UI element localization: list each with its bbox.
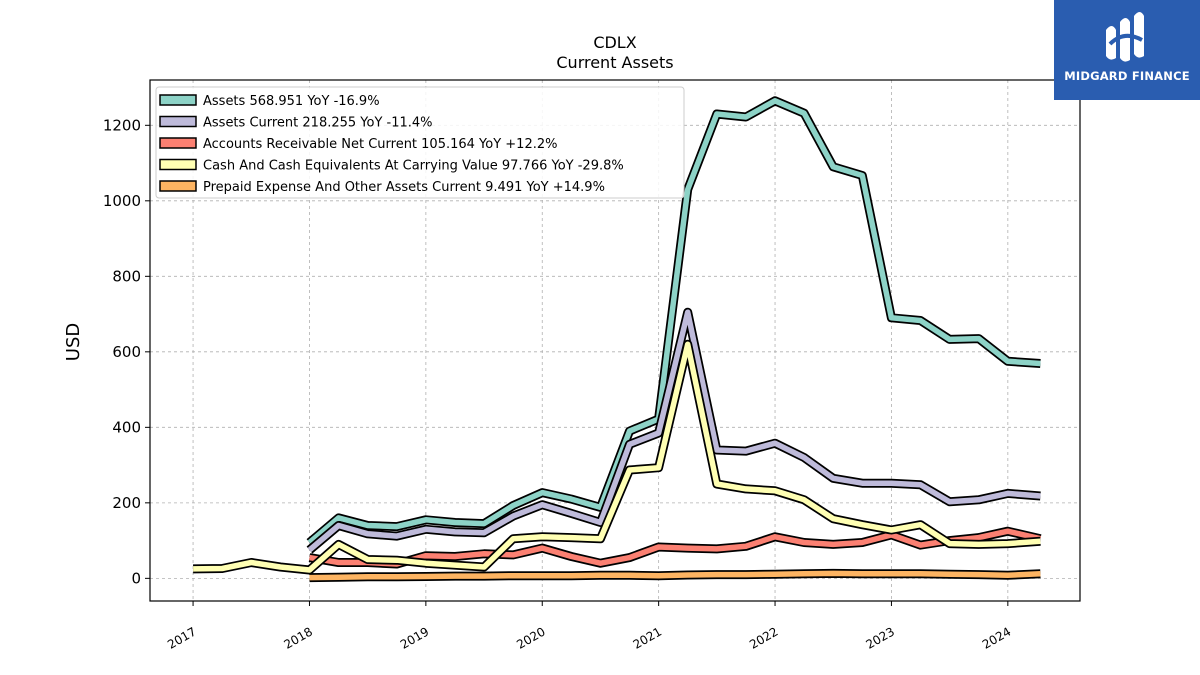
- series-line: [193, 341, 1041, 573]
- legend-item: Accounts Receivable Net Current 105.164 …: [159, 137, 558, 152]
- series-2: [308, 526, 1042, 569]
- y-tick-label: 0: [131, 569, 141, 587]
- x-tick-label: 2017: [165, 624, 198, 651]
- y-tick-label: 200: [112, 494, 141, 512]
- grid-lines: [150, 80, 1080, 601]
- chart-subtitle: Current Assets: [556, 53, 673, 72]
- legend-swatch: [159, 158, 197, 171]
- chart-title: CDLX: [593, 33, 636, 52]
- series-0: [306, 96, 1041, 546]
- legend-swatch: [159, 115, 197, 128]
- x-tick-label: 2022: [747, 624, 780, 651]
- series-3: [193, 339, 1041, 575]
- legend-label: Cash And Cash Equivalents At Carrying Va…: [203, 159, 624, 174]
- series-line: [309, 528, 1042, 567]
- logo-text: MIDGARD FINANCE: [1064, 69, 1190, 83]
- legend-box: [155, 86, 685, 199]
- plot-frame: [149, 79, 1081, 602]
- series-4: [309, 568, 1041, 583]
- series-lines: [193, 96, 1042, 583]
- y-tick-label: 1000: [103, 192, 141, 210]
- x-tick-label: 2021: [631, 624, 664, 651]
- series-line-outline: [306, 307, 1041, 554]
- series-line: [307, 98, 1041, 545]
- series-1: [306, 307, 1041, 554]
- y-axis-label: USD: [63, 323, 84, 361]
- legend-swatch: [159, 137, 197, 149]
- legend-item: Cash And Cash Equivalents At Carrying Va…: [159, 158, 624, 174]
- x-tick-label: 2020: [514, 624, 547, 651]
- legend-item: Assets Current 218.255 YoY -11.4%: [159, 115, 433, 131]
- midgard-finance-logo: MIDGARD FINANCE: [1054, 0, 1200, 100]
- x-tick-label: 2023: [863, 624, 896, 651]
- y-tick-label: 600: [112, 343, 141, 361]
- legend-item: Prepaid Expense And Other Assets Current…: [159, 180, 605, 195]
- x-tick-label: 2019: [398, 624, 431, 651]
- y-tick-label: 400: [112, 418, 141, 436]
- legend-label: Prepaid Expense And Other Assets Current…: [203, 180, 605, 195]
- y-axis-ticks: 0 200 400 600 800 1000 1200: [103, 116, 150, 587]
- legend-swatch: [159, 94, 197, 106]
- legend: Assets 568.951 YoY -16.9% Assets Current …: [155, 86, 685, 199]
- legend-swatch: [159, 180, 197, 192]
- legend-label: Assets 568.951 YoY -16.9%: [203, 94, 380, 109]
- x-axis-ticks: 2017 2018 2019 2020 2021 2022 2023 2024: [165, 601, 1013, 652]
- y-tick-label: 1200: [103, 116, 141, 134]
- legend-label: Assets Current 218.255 YoY -11.4%: [203, 116, 433, 131]
- x-tick-label: 2024: [980, 624, 1013, 651]
- legend-item: Assets 568.951 YoY -16.9%: [159, 94, 380, 109]
- legend-label: Accounts Receivable Net Current 105.164 …: [203, 137, 558, 152]
- y-tick-label: 800: [112, 267, 141, 285]
- logo-mark-icon: [1106, 12, 1144, 62]
- series-line: [309, 570, 1041, 581]
- series-line: [307, 309, 1041, 553]
- x-tick-label: 2018: [282, 624, 315, 651]
